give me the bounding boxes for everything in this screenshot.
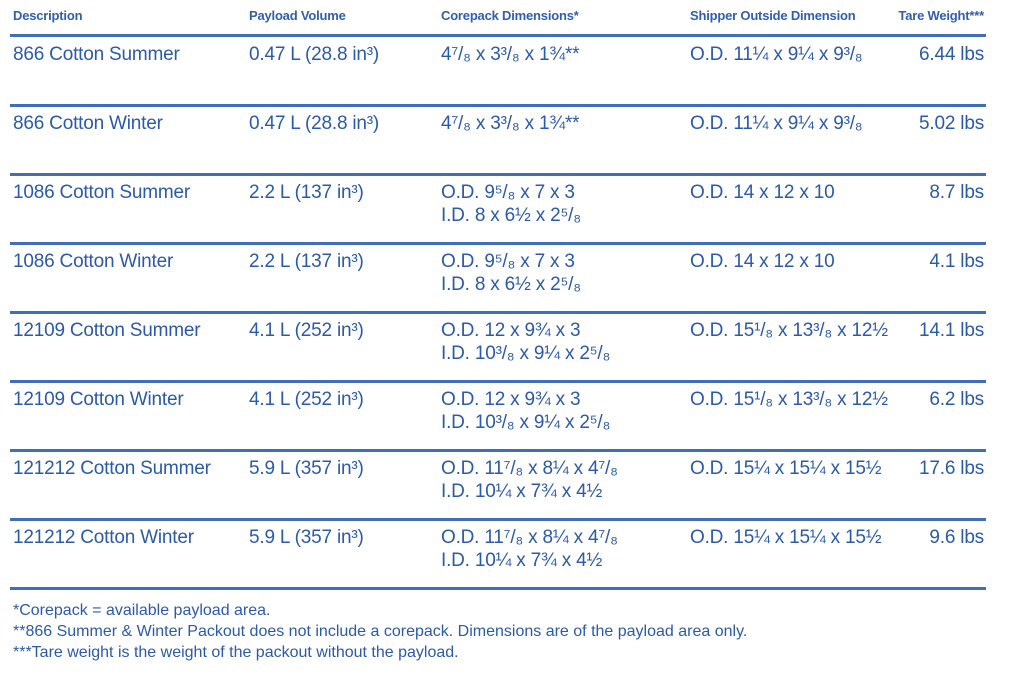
row-tare-weight: 6.2 lbs: [929, 389, 984, 410]
row-shipper-dimension: O.D. 11¼ x 9¼ x 9³/₈: [690, 113, 863, 134]
corepack-dimension-line: O.D. 12 x 9¾ x 3: [441, 320, 581, 341]
footnotes: *Corepack = available payload area. **86…: [13, 600, 747, 663]
row-divider: [10, 449, 986, 452]
corepack-dimension-line: O.D. 9⁵/₈ x 7 x 3: [441, 182, 575, 203]
table-row: 866 Cotton Winter 0.47 L (28.8 in³) 4⁷/₈ x…: [0, 107, 1024, 176]
row-shipper-dimension: O.D. 15¹/₈ x 13³/₈ x 12½: [690, 320, 888, 341]
row-tare-weight: 6.44 lbs: [919, 44, 984, 65]
header-corepack-dimensions: Corepack Dimensions*: [441, 8, 579, 23]
row-tare-weight: 9.6 lbs: [929, 527, 984, 548]
row-description: 866 Cotton Summer: [13, 44, 180, 65]
corepack-dimension-line: O.D. 11⁷/₈ x 8¼ x 4⁷/₈: [441, 458, 618, 479]
row-payload-volume: 2.2 L (137 in³): [249, 251, 364, 272]
table-row: 1086 Cotton Winter 2.2 L (137 in³) O.D. 9⁵…: [0, 245, 1024, 314]
row-payload-volume: 4.1 L (252 in³): [249, 389, 364, 410]
row-divider: [10, 380, 986, 383]
row-payload-volume: 0.47 L (28.8 in³): [249, 113, 380, 134]
corepack-dimension-line: I.D. 10³/₈ x 9¼ x 2⁵/₈: [441, 412, 611, 433]
row-divider: [10, 518, 986, 521]
table-row: 12109 Cotton Winter 4.1 L (252 in³) O.D. 1…: [0, 383, 1024, 452]
row-shipper-dimension: O.D. 15¼ x 15¼ x 15½: [690, 458, 882, 479]
row-corepack-dimensions: O.D. 12 x 9¾ x 3 I.D. 10³/₈ x 9¼ x 2⁵/₈: [441, 388, 610, 434]
row-divider: [10, 34, 986, 37]
corepack-dimension-line: I.D. 10³/₈ x 9¼ x 2⁵/₈: [441, 343, 611, 364]
header-tare-weight: Tare Weight***: [898, 8, 984, 23]
row-description: 121212 Cotton Winter: [13, 527, 194, 548]
row-tare-weight: 8.7 lbs: [929, 182, 984, 203]
table-row: 121212 Cotton Winter 5.9 L (357 in³) O.D. …: [0, 521, 1024, 590]
row-description: 1086 Cotton Winter: [13, 251, 174, 272]
corepack-dimension-line: I.D. 8 x 6½ x 2⁵/₈: [441, 274, 581, 295]
header-payload-volume: Payload Volume: [249, 8, 346, 23]
row-divider: [10, 104, 986, 107]
row-payload-volume: 5.9 L (357 in³): [249, 458, 364, 479]
corepack-dimension-line: 4⁷/₈ x 3³/₈ x 1¾**: [441, 44, 580, 65]
corepack-dimension-line: I.D. 8 x 6½ x 2⁵/₈: [441, 205, 581, 226]
corepack-dimension-line: I.D. 10¼ x 7¾ x 4½: [441, 550, 603, 571]
row-shipper-dimension: O.D. 14 x 12 x 10: [690, 182, 835, 203]
row-tare-weight: 5.02 lbs: [919, 113, 984, 134]
row-description: 121212 Cotton Summer: [13, 458, 211, 479]
row-corepack-dimensions: O.D. 9⁵/₈ x 7 x 3 I.D. 8 x 6½ x 2⁵/₈: [441, 250, 581, 296]
row-shipper-dimension: O.D. 15¼ x 15¼ x 15½: [690, 527, 882, 548]
table-row: 121212 Cotton Summer 5.9 L (357 in³) O.D. …: [0, 452, 1024, 521]
row-shipper-dimension: O.D. 11¼ x 9¼ x 9³/₈: [690, 44, 863, 65]
row-corepack-dimensions: O.D. 12 x 9¾ x 3 I.D. 10³/₈ x 9¼ x 2⁵/₈: [441, 319, 610, 365]
row-divider: [10, 173, 986, 176]
row-tare-weight: 17.6 lbs: [919, 458, 984, 479]
row-corepack-dimensions: O.D. 11⁷/₈ x 8¼ x 4⁷/₈ I.D. 10¼ x 7¾ x 4½: [441, 457, 618, 503]
footnote: ***Tare weight is the weight of the pack…: [13, 644, 459, 661]
footnote: *Corepack = available payload area.: [13, 602, 271, 619]
corepack-dimension-line: O.D. 12 x 9¾ x 3: [441, 389, 581, 410]
row-tare-weight: 4.1 lbs: [929, 251, 984, 272]
row-payload-volume: 5.9 L (357 in³): [249, 527, 364, 548]
row-divider: [10, 587, 986, 590]
row-payload-volume: 2.2 L (137 in³): [249, 182, 364, 203]
row-corepack-dimensions: 4⁷/₈ x 3³/₈ x 1¾**: [441, 112, 580, 135]
table-row: 1086 Cotton Summer 2.2 L (137 in³) O.D. 9⁵…: [0, 176, 1024, 245]
header-shipper-outside-dimension: Shipper Outside Dimension: [690, 8, 856, 23]
table-row: 12109 Cotton Summer 4.1 L (252 in³) O.D. 1…: [0, 314, 1024, 383]
header-description: Description: [13, 8, 83, 23]
row-payload-volume: 4.1 L (252 in³): [249, 320, 364, 341]
row-shipper-dimension: O.D. 14 x 12 x 10: [690, 251, 835, 272]
row-tare-weight: 14.1 lbs: [919, 320, 984, 341]
row-description: 12109 Cotton Summer: [13, 320, 201, 341]
row-description: 1086 Cotton Summer: [13, 182, 190, 203]
footnote: **866 Summer & Winter Packout does not i…: [13, 623, 748, 640]
row-shipper-dimension: O.D. 15¹/₈ x 13³/₈ x 12½: [690, 389, 888, 410]
table-row: 866 Cotton Summer 0.47 L (28.8 in³) 4⁷/₈ x…: [0, 38, 1024, 107]
corepack-dimension-line: O.D. 9⁵/₈ x 7 x 3: [441, 251, 575, 272]
row-corepack-dimensions: 4⁷/₈ x 3³/₈ x 1¾**: [441, 43, 580, 66]
row-description: 12109 Cotton Winter: [13, 389, 184, 410]
row-corepack-dimensions: O.D. 11⁷/₈ x 8¼ x 4⁷/₈ I.D. 10¼ x 7¾ x 4½: [441, 526, 618, 572]
row-corepack-dimensions: O.D. 9⁵/₈ x 7 x 3 I.D. 8 x 6½ x 2⁵/₈: [441, 181, 581, 227]
row-description: 866 Cotton Winter: [13, 113, 163, 134]
corepack-dimension-line: O.D. 11⁷/₈ x 8¼ x 4⁷/₈: [441, 527, 618, 548]
corepack-dimension-line: 4⁷/₈ x 3³/₈ x 1¾**: [441, 113, 580, 134]
row-payload-volume: 0.47 L (28.8 in³): [249, 44, 380, 65]
corepack-dimension-line: I.D. 10¼ x 7¾ x 4½: [441, 481, 603, 502]
row-divider: [10, 311, 986, 314]
row-divider: [10, 242, 986, 245]
